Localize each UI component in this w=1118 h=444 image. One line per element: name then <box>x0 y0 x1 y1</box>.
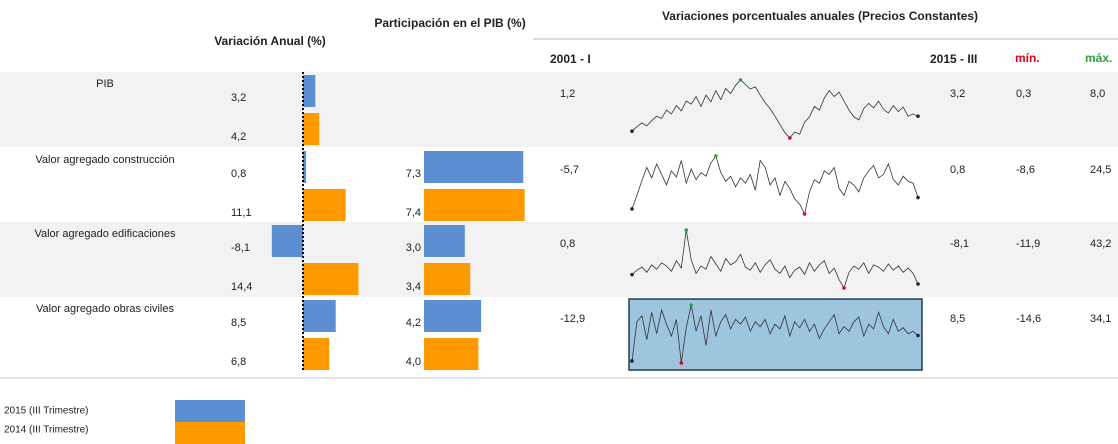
sparkline <box>631 304 919 364</box>
anual-label: 6,8 <box>231 356 246 368</box>
last-point <box>916 114 920 118</box>
legend-swatch <box>175 400 245 422</box>
last-value: 0,8 <box>950 164 965 176</box>
header-start: 2001 - I <box>550 52 591 66</box>
participacion-label: 3,4 <box>406 281 421 293</box>
header-variaciones: Variaciones porcentuales anuales (Precio… <box>661 9 979 23</box>
max-value: 8,0 <box>1090 88 1105 100</box>
anual-bar <box>303 75 316 107</box>
min-value: -8,6 <box>1016 164 1035 176</box>
max-value: 34,1 <box>1090 313 1111 325</box>
anual-bar <box>271 225 303 257</box>
participacion-bar <box>424 151 524 183</box>
row-label: PIB <box>96 78 114 90</box>
participacion-bar <box>424 338 479 370</box>
anual-bar <box>303 151 307 183</box>
participacion-bar <box>424 263 471 295</box>
header-anual: Variación Anual (%) <box>214 34 326 48</box>
max-value: 43,2 <box>1090 238 1111 250</box>
highlight-box <box>628 298 923 371</box>
header-participacion: Participación en el PIB (%) <box>374 16 526 30</box>
participacion-label: 7,4 <box>406 207 421 219</box>
anual-bar <box>303 113 320 145</box>
row-label: Valor agregado edificaciones <box>34 228 176 240</box>
first-point <box>630 207 634 211</box>
participacion-bar <box>424 189 525 221</box>
first-value: -5,7 <box>560 164 579 176</box>
participacion-bar <box>424 225 465 257</box>
min-point <box>802 212 807 216</box>
anual-label: -8,1 <box>231 242 250 254</box>
anual-label: 14,4 <box>231 281 252 293</box>
last-point <box>916 195 920 200</box>
header-min: mín. <box>1015 51 1040 65</box>
participacion-label: 7,3 <box>406 168 421 180</box>
anual-label: 11,1 <box>231 207 252 219</box>
min-value: 0,3 <box>1016 88 1031 100</box>
anual-label: 4,2 <box>231 131 246 143</box>
max-point <box>714 154 718 158</box>
anual-bar <box>303 338 330 370</box>
first-value: -12,9 <box>560 313 585 325</box>
sparkline <box>631 229 919 289</box>
anual-bar <box>303 263 359 295</box>
row-label: Valor agregado obras civiles <box>36 303 174 315</box>
first-value: 0,8 <box>560 238 575 250</box>
min-point <box>787 136 792 140</box>
header-end: 2015 - III <box>930 52 978 66</box>
participacion-label: 4,0 <box>406 356 421 368</box>
min-point <box>679 361 684 365</box>
anual-bar <box>303 300 336 332</box>
min-value: -11,9 <box>1016 238 1040 250</box>
max-value: 24,5 <box>1090 164 1111 176</box>
max-point <box>689 303 693 307</box>
last-value: 8,5 <box>950 313 965 325</box>
last-value: 3,2 <box>950 88 965 100</box>
legend-label: 2014 (III Trimestre) <box>4 425 88 436</box>
first-point <box>630 129 634 134</box>
last-value: -8,1 <box>950 238 969 250</box>
participacion-bar <box>424 300 482 332</box>
first-value: 1,2 <box>560 88 575 100</box>
participacion-label: 4,2 <box>406 317 421 329</box>
last-point <box>916 333 920 338</box>
last-point <box>916 282 920 286</box>
min-point <box>842 286 846 290</box>
min-value: -14,6 <box>1016 313 1041 325</box>
max-point <box>684 228 689 232</box>
max-point <box>738 78 743 82</box>
anual-label: 3,2 <box>231 92 246 104</box>
sparkline <box>631 79 919 139</box>
participacion-label: 3,0 <box>406 242 421 254</box>
sparkline <box>631 155 919 216</box>
row-background <box>0 72 1118 147</box>
row-background <box>0 222 1118 297</box>
legend-swatch <box>175 422 245 444</box>
header-max: máx. <box>1085 51 1113 65</box>
first-point <box>630 272 634 277</box>
anual-label: 8,5 <box>231 317 246 329</box>
legend-label: 2015 (III Trimestre) <box>4 406 88 417</box>
anual-label: 0,8 <box>231 168 246 180</box>
anual-bar <box>303 189 346 221</box>
first-point <box>630 359 634 363</box>
row-label: Valor agregado construcción <box>35 154 175 166</box>
